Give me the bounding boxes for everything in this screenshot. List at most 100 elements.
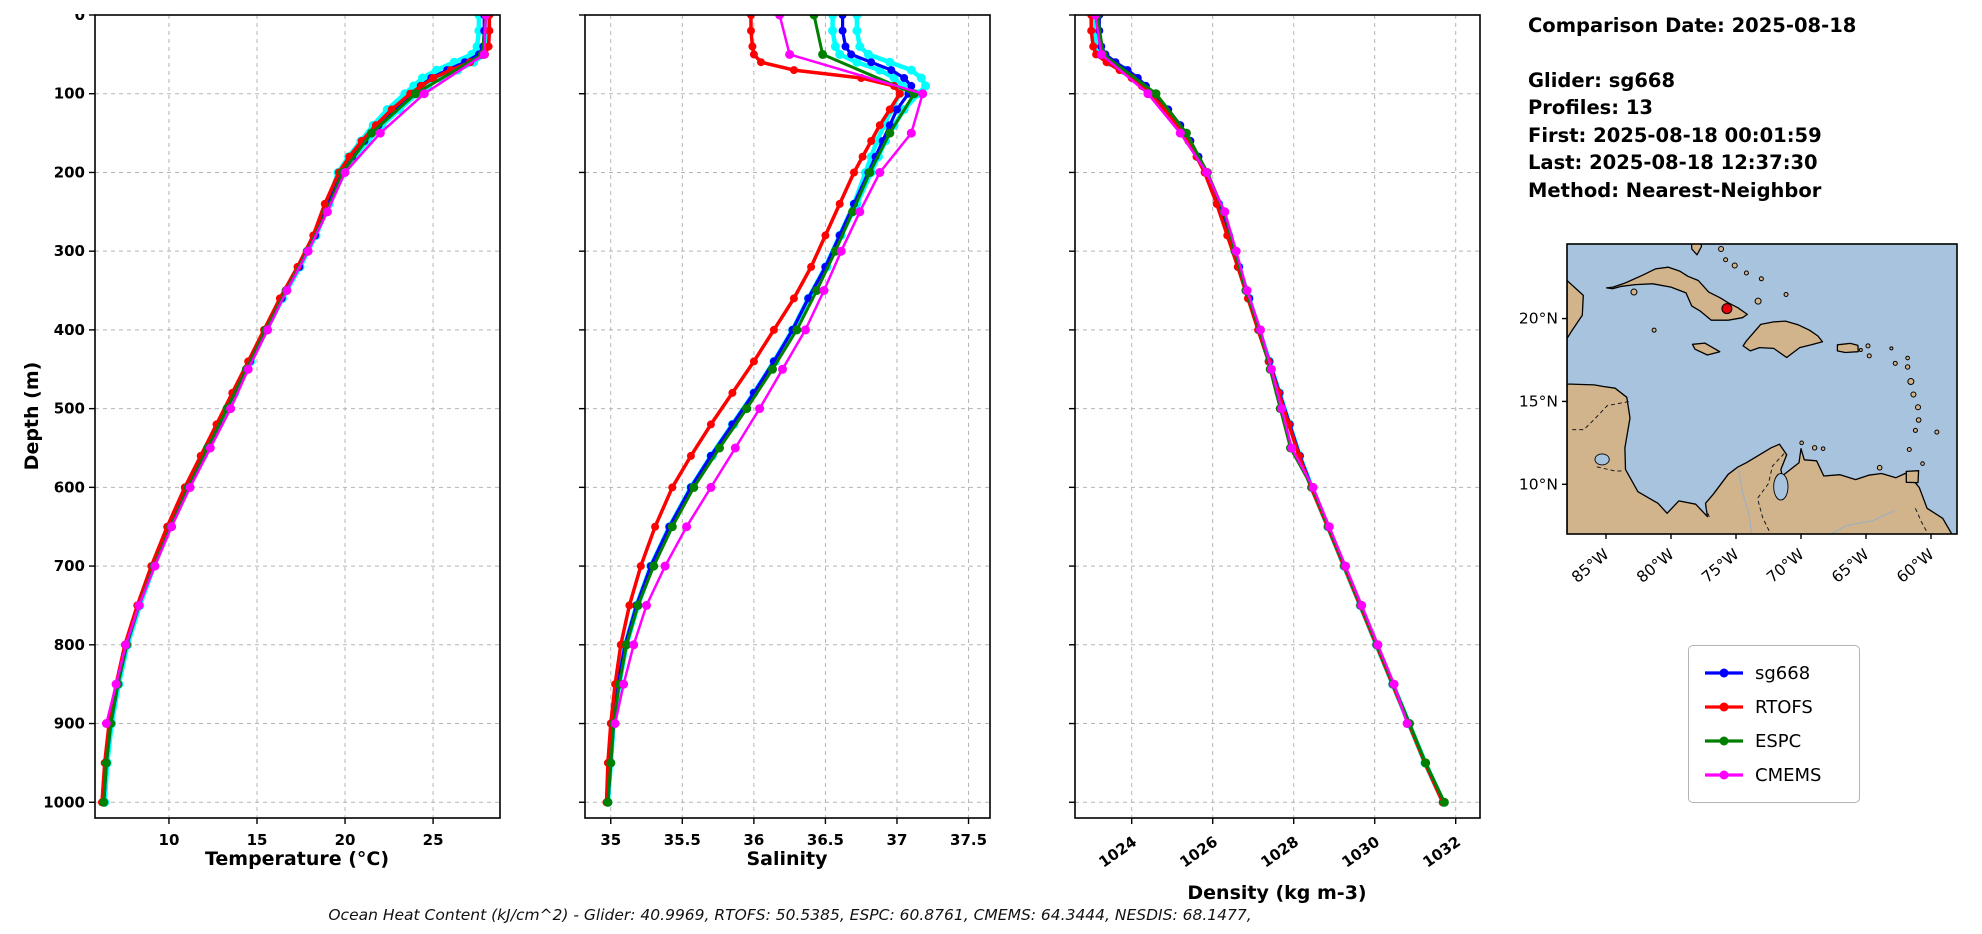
series-marker-CMEMS — [1287, 443, 1297, 453]
series-marker-CMEMS — [918, 89, 928, 99]
series-marker-CMEMS — [1402, 719, 1412, 728]
land-andros-bahamas — [1690, 244, 1703, 256]
ocean-heat-content-caption: Ocean Heat Content (kJ/cm^2) - Glider: 4… — [328, 906, 1252, 924]
series-marker-sg668 — [887, 66, 896, 75]
density-plot-svg: 1024 1026 1028 1030 1032 — [1069, 14, 1481, 872]
series-marker-CMEMS — [1373, 640, 1383, 650]
y-tick-label: 900 — [54, 715, 85, 733]
island-exuma — [1723, 257, 1729, 263]
series-marker-sg668 — [893, 105, 901, 114]
series-marker-glider-profiles-b — [889, 73, 899, 83]
series-marker-CMEMS — [205, 443, 215, 453]
series-marker-ESPC — [689, 482, 699, 492]
series-marker-CMEMS — [226, 404, 236, 414]
series-marker-CMEMS — [1266, 364, 1276, 374]
series-marker-sg668 — [907, 81, 916, 90]
land-puerto-rico — [1836, 342, 1859, 354]
y-tick-label: 200 — [54, 163, 85, 181]
series-marker-RTOFS — [895, 89, 904, 98]
series-marker-glider-profiles-b — [852, 57, 862, 67]
series-marker-RTOFS — [748, 42, 757, 51]
glider-position-marker — [1721, 303, 1733, 315]
series-marker-RTOFS — [668, 483, 677, 492]
series-marker-ESPC — [742, 404, 752, 414]
legend-label: RTOFS — [1755, 696, 1813, 718]
series-marker-CMEMS — [282, 286, 292, 295]
series-marker-CMEMS — [660, 561, 670, 571]
island-tobago — [1920, 461, 1925, 466]
x-tick-label: 10 — [159, 831, 180, 849]
series-marker-glider-profiles-a — [855, 42, 865, 51]
series-marker-CMEMS — [111, 679, 121, 689]
series-marker-CMEMS — [1277, 404, 1287, 414]
series-marker-CMEMS — [1256, 325, 1265, 335]
density-plot-area: 1024 1026 1028 1030 1032 — [1015, 14, 1495, 880]
series-marker-RTOFS — [429, 74, 438, 82]
island-grenada — [1906, 446, 1912, 452]
method-text: Method: Nearest-Neighbor — [1528, 178, 1822, 202]
y-tick-label: 400 — [54, 321, 85, 339]
map-inset: 20°N 15°N 10°N 85°W 80°W 75°W 70°W 65°W 60°W — [1500, 240, 1970, 605]
first-profile-time-text: First: 2025-08-18 00:01:59 — [1528, 123, 1822, 147]
series-marker-glider-profiles-b — [835, 49, 845, 59]
x-tick-label: 36.5 — [807, 831, 844, 849]
x-tick-label: 1024 — [1095, 833, 1140, 872]
series-marker-glider-profiles-b — [872, 136, 882, 146]
land-trinidad — [1905, 470, 1920, 484]
series-marker-ESPC — [99, 797, 109, 807]
series-marker-CMEMS — [1231, 246, 1241, 256]
series-marker-CMEMS — [755, 404, 765, 414]
series-marker-glider-profiles-b — [418, 73, 427, 83]
island-eleuthera — [1718, 245, 1725, 252]
series-marker-RTOFS — [728, 388, 737, 397]
series-marker-CMEMS — [185, 482, 195, 492]
series-marker-ESPC — [606, 758, 616, 768]
island-turks — [1783, 292, 1789, 298]
x-tick-label: 37.5 — [950, 831, 987, 849]
series-marker-ESPC — [865, 168, 875, 177]
legend-sample-ESPC — [1705, 736, 1743, 746]
series-marker-sg668 — [841, 42, 850, 51]
series-marker-ESPC — [1151, 89, 1161, 99]
series-marker-CMEMS — [167, 522, 177, 532]
x-tick-label: 36 — [743, 831, 764, 849]
y-tick-label: 0 — [75, 14, 85, 24]
y-tick-label: 100 — [54, 85, 85, 103]
river-line — [1829, 510, 1895, 534]
x-tick-label: 25 — [423, 831, 444, 849]
series-marker-glider-profiles-a — [863, 49, 873, 59]
series-marker-ESPC — [809, 15, 819, 20]
series-marker-RTOFS — [821, 231, 830, 240]
y-tick-label: 700 — [54, 557, 85, 575]
series-marker-CMEMS — [730, 443, 740, 453]
island-long-island-bahamas — [1731, 262, 1738, 269]
series-marker-RTOFS — [747, 15, 755, 19]
series-marker-sg668 — [867, 58, 876, 67]
salinity-profile-plot: 35 35.5 36 36.5 37 37.5 Salinity — [525, 14, 1005, 919]
legend-label: ESPC — [1755, 730, 1802, 752]
series-marker-sg668 — [847, 50, 856, 59]
island-st-croix — [1866, 353, 1872, 359]
series-marker-CMEMS — [1090, 15, 1100, 20]
series-marker-CMEMS — [619, 679, 629, 689]
series-marker-glider-profiles-a — [921, 81, 931, 91]
series-marker-RTOFS — [789, 294, 798, 303]
temperature-plot-area: 10 15 20 25 0 100 200 300 400 500 600 700 800 900 1000 — [35, 6, 515, 880]
island-anguilla — [1889, 346, 1894, 351]
land-hispaniola — [1742, 320, 1824, 359]
legend-item-RTOFS: RTOFS — [1703, 690, 1845, 724]
x-tick-label: 35.5 — [664, 831, 701, 849]
river-line — [1738, 469, 1753, 534]
country-border — [1705, 506, 1711, 520]
series-marker-ESPC — [622, 640, 631, 650]
series-marker-glider-profiles-a — [852, 15, 862, 20]
series-marker-ESPC — [848, 207, 858, 217]
island-dominica — [1910, 391, 1917, 398]
island-antigua — [1904, 364, 1911, 370]
series-marker-CMEMS — [1324, 522, 1334, 532]
y-tick-label: 1000 — [43, 793, 85, 811]
series-marker-RTOFS — [636, 562, 645, 571]
series-marker-CMEMS — [800, 325, 810, 335]
x-tick-label: 1030 — [1338, 833, 1383, 872]
island-crooked-island — [1743, 270, 1749, 276]
